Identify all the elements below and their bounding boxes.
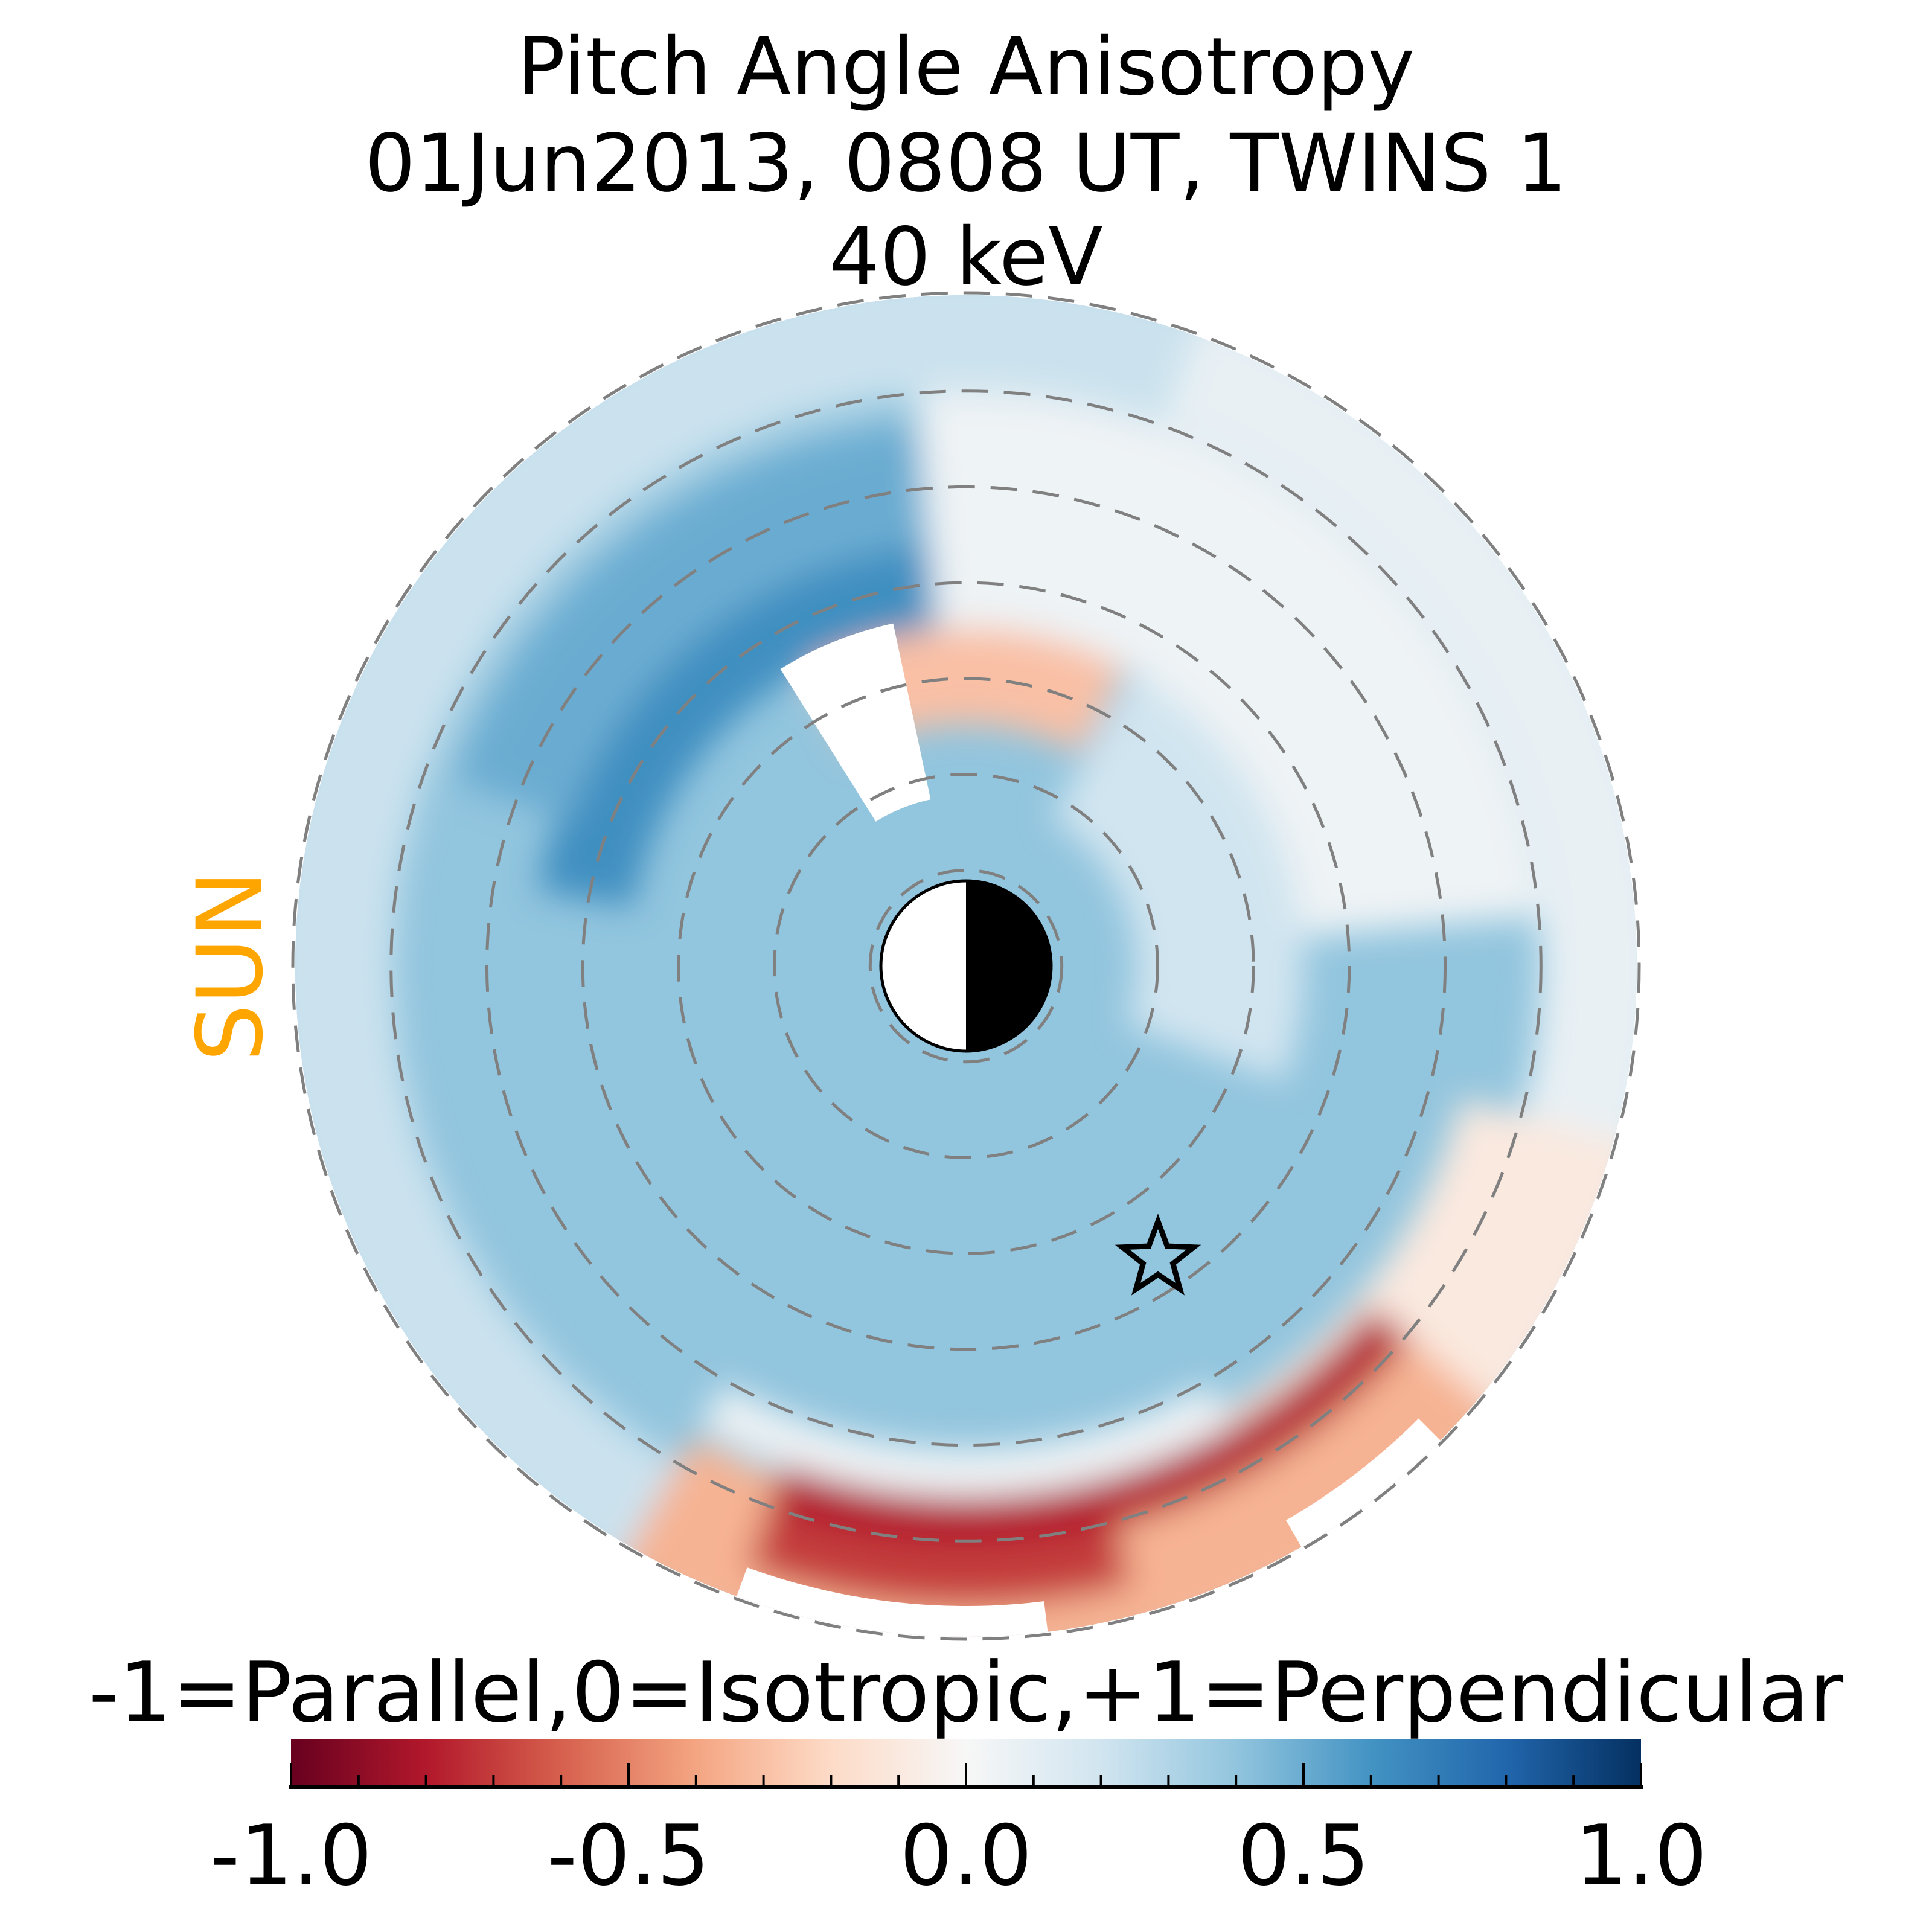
map-region <box>767 1307 1410 1546</box>
colorbar-tick-label: -0.5 <box>547 1807 710 1904</box>
title-line-2: 01Jun2013, 0808 UT, TWINS 1 <box>365 117 1567 210</box>
sun-direction-label: SUN <box>178 870 283 1062</box>
colorbar-ticks <box>290 1763 1642 1787</box>
dashed-circle <box>291 291 1641 1641</box>
dashed-circle <box>389 389 1543 1543</box>
dashed-circle <box>868 868 1064 1064</box>
colorbar-tick-label: -1.0 <box>210 1807 373 1904</box>
no-data-gap <box>726 1567 1052 1637</box>
colorbar-label: -1=Parallel,0=Isotropic,+1=Perpendicular <box>88 1644 1844 1741</box>
map-region <box>1051 673 1304 1082</box>
earth-icon <box>879 879 1053 1053</box>
dashed-circle <box>581 581 1351 1351</box>
colorbar-tick-label: 0.5 <box>1237 1807 1370 1904</box>
title-line-3: 40 keV <box>829 211 1103 304</box>
colorbar-tick-label: 0.0 <box>900 1807 1032 1904</box>
dashed-range-circles <box>291 291 1641 1641</box>
map-region <box>455 423 1061 822</box>
map-region <box>700 1384 1232 1497</box>
colorbar-tick-label: 1.0 <box>1575 1807 1707 1904</box>
dashed-circle <box>677 677 1255 1255</box>
title-line-1: Pitch Angle Anisotropy <box>517 21 1415 114</box>
map-region <box>916 392 1538 937</box>
star-marker-icon <box>1115 1214 1201 1296</box>
no-data-gap <box>780 623 931 822</box>
dashed-circle <box>773 773 1159 1159</box>
map-region <box>747 1511 1132 1606</box>
dashed-circle <box>485 485 1447 1447</box>
